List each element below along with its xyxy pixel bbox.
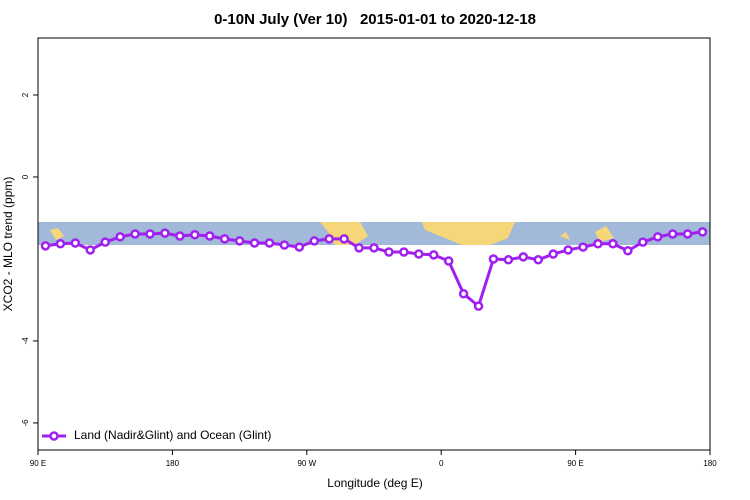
data-point — [503, 255, 514, 265]
x-tick-label: 180 — [703, 459, 717, 468]
data-point — [190, 230, 200, 240]
data-point — [623, 246, 633, 256]
x-tick-label: 90 E — [30, 459, 46, 468]
data-point — [249, 238, 260, 248]
data-point — [204, 231, 215, 241]
data-point — [145, 229, 155, 239]
data-point — [354, 243, 364, 253]
data-point — [458, 289, 469, 299]
data-point — [443, 256, 454, 266]
data-point — [100, 237, 110, 247]
plot-frame — [37, 37, 711, 451]
chart-title: 0-10N July (Ver 10) 2015-01-01 to 2020-1… — [214, 11, 536, 28]
data-point — [428, 250, 439, 260]
data-point — [219, 234, 230, 244]
data-point — [309, 236, 320, 246]
data-point — [55, 239, 66, 249]
data-point — [473, 301, 484, 311]
data-point — [264, 238, 275, 248]
data-point — [40, 241, 51, 251]
data-point — [488, 254, 499, 264]
data-point — [130, 229, 140, 239]
data-point — [578, 242, 588, 252]
data-point — [160, 228, 170, 238]
x-tick-label: 90 W — [297, 459, 316, 468]
x-tick-label: 90 E — [567, 459, 583, 468]
data-point — [339, 234, 349, 244]
data-point — [399, 247, 409, 257]
x-tick-label: 0 — [439, 459, 444, 468]
data-point — [652, 232, 663, 242]
y-tick-label: 2 — [21, 92, 30, 97]
data-point — [234, 236, 245, 246]
legend-label: Land (Nadir&Glint) and Ocean (Glint) — [74, 428, 271, 442]
y-tick-label: -4 — [21, 337, 30, 345]
data-point — [518, 252, 529, 262]
data-point — [667, 229, 678, 239]
data-point — [548, 249, 558, 259]
data-point — [85, 245, 96, 255]
data-point — [294, 242, 305, 252]
y-axis-label: XCO2 - MLO trend (ppm) — [1, 177, 15, 312]
data-point — [697, 227, 708, 237]
data-point — [115, 232, 125, 242]
data-point — [324, 234, 334, 244]
y-tick-label: 0 — [21, 174, 30, 179]
data-point — [279, 240, 290, 250]
data-point — [608, 239, 618, 249]
data-point — [682, 229, 693, 239]
data-point — [593, 239, 603, 249]
data-point — [414, 249, 424, 259]
data-point — [533, 255, 544, 265]
legend-marker — [49, 431, 59, 441]
data-point — [638, 237, 648, 247]
data-point — [563, 245, 573, 255]
data-point — [175, 231, 185, 241]
data-point — [384, 247, 394, 257]
y-tick-label: -6 — [21, 419, 30, 427]
x-axis-label: Longitude (deg E) — [327, 476, 422, 490]
data-point — [369, 243, 379, 253]
x-tick-label: 180 — [166, 459, 180, 468]
map-band — [38, 222, 710, 245]
data-point — [70, 238, 81, 248]
